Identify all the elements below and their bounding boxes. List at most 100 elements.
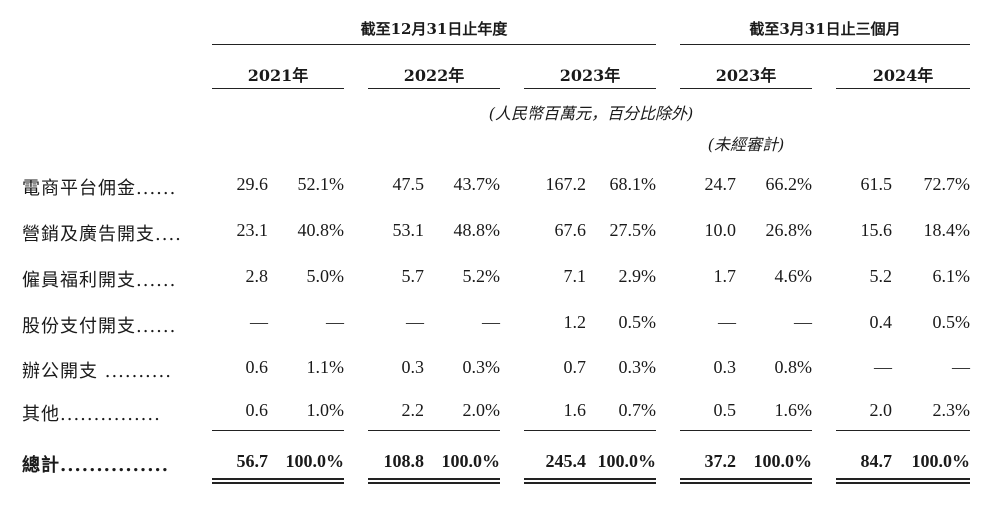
table-cell: 108.8 bbox=[383, 451, 425, 471]
subtotal-rule bbox=[524, 430, 656, 431]
table-cell: — bbox=[326, 312, 344, 332]
year-rule-2023q bbox=[680, 88, 812, 89]
table-cell: 1.1% bbox=[306, 357, 345, 377]
table-cell: 72.7% bbox=[923, 174, 971, 194]
table-cell: 2.0% bbox=[462, 400, 501, 420]
table-cell: 0.6 bbox=[245, 357, 269, 377]
table-cell: 0.8% bbox=[774, 357, 813, 377]
table-cell: 24.7 bbox=[704, 174, 737, 194]
table-cell: 15.6 bbox=[860, 220, 893, 240]
period-quarter-rule bbox=[680, 44, 970, 45]
table-cell: 0.3 bbox=[401, 357, 425, 377]
currency-note: (人民幣百萬元，百分比除外) bbox=[488, 104, 694, 123]
table-cell: 0.5 bbox=[713, 400, 737, 420]
table-cell: — bbox=[406, 312, 424, 332]
table-cell: 100.0% bbox=[597, 451, 657, 471]
table-cell: 2.2 bbox=[401, 400, 425, 420]
table-cell: 48.8% bbox=[453, 220, 501, 240]
year-header-2022: 2022年 bbox=[403, 66, 465, 85]
table-cell: 53.1 bbox=[392, 220, 425, 240]
table-cell: 26.8% bbox=[765, 220, 813, 240]
table-cell: 2.0 bbox=[869, 400, 893, 420]
table-cell: 0.3% bbox=[618, 357, 657, 377]
year-rule-2023a bbox=[524, 88, 656, 89]
table-cell: 1.0% bbox=[306, 400, 345, 420]
table-cell: 56.7 bbox=[236, 451, 269, 471]
table-cell: — bbox=[718, 312, 736, 332]
total-double-rule bbox=[524, 478, 656, 484]
table-cell: 100.0% bbox=[753, 451, 813, 471]
year-header-2021: 2021年 bbox=[247, 66, 309, 85]
table-cell: 0.6 bbox=[245, 400, 269, 420]
table-cell: 5.2% bbox=[462, 266, 501, 286]
subtotal-rule bbox=[368, 430, 500, 431]
table-cell: — bbox=[794, 312, 812, 332]
table-cell: 6.1% bbox=[932, 266, 971, 286]
table-cell: 47.5 bbox=[392, 174, 425, 194]
table-cell: 5.0% bbox=[306, 266, 345, 286]
row-label: 僱員福利開支...... bbox=[22, 270, 177, 291]
table-cell: 0.5% bbox=[618, 312, 657, 332]
table-cell: 1.2 bbox=[563, 312, 587, 332]
table-cell: 100.0% bbox=[441, 451, 501, 471]
total-double-rule bbox=[680, 478, 812, 484]
table-cell: 0.3% bbox=[462, 357, 501, 377]
table-cell: 1.7 bbox=[713, 266, 737, 286]
period-annual-rule bbox=[212, 44, 656, 45]
unaudited-note: (未經審計) bbox=[707, 135, 785, 154]
subtotal-rule bbox=[212, 430, 344, 431]
table-cell: — bbox=[874, 357, 892, 377]
table-cell: 23.1 bbox=[236, 220, 269, 240]
table-cell: 1.6 bbox=[563, 400, 587, 420]
table-cell: 40.8% bbox=[297, 220, 345, 240]
table-cell: 27.5% bbox=[609, 220, 657, 240]
table-cell: 100.0% bbox=[285, 451, 345, 471]
table-cell: 2.9% bbox=[618, 266, 657, 286]
period-annual-header: 截至12月31日止年度 bbox=[360, 20, 508, 38]
table-cell: — bbox=[952, 357, 970, 377]
table-cell: 100.0% bbox=[911, 451, 971, 471]
year-rule-2021 bbox=[212, 88, 344, 89]
year-header-2024-quarter: 2024年 bbox=[872, 66, 934, 85]
table-cell: 7.1 bbox=[563, 266, 587, 286]
table-cell: 68.1% bbox=[609, 174, 657, 194]
table-cell: 52.1% bbox=[297, 174, 345, 194]
table-cell: 1.6% bbox=[774, 400, 813, 420]
table-cell: 43.7% bbox=[453, 174, 501, 194]
table-cell: 0.7% bbox=[618, 400, 657, 420]
table-cell: 2.3% bbox=[932, 400, 971, 420]
row-label: 其他............... bbox=[22, 404, 161, 425]
table-cell: 66.2% bbox=[765, 174, 813, 194]
year-header-2023-annual: 2023年 bbox=[559, 66, 621, 85]
table-cell: — bbox=[250, 312, 268, 332]
table-cell: 67.6 bbox=[554, 220, 587, 240]
table-cell: — bbox=[482, 312, 500, 332]
table-cell: 2.8 bbox=[245, 266, 269, 286]
year-header-2023-quarter: 2023年 bbox=[715, 66, 777, 85]
subtotal-rule bbox=[680, 430, 812, 431]
table-cell: 61.5 bbox=[860, 174, 893, 194]
table-cell: 245.4 bbox=[545, 451, 587, 471]
year-rule-2024q bbox=[836, 88, 970, 89]
row-label: 股份支付開支...... bbox=[22, 316, 177, 337]
subtotal-rule bbox=[836, 430, 970, 431]
table-cell: 0.4 bbox=[869, 312, 893, 332]
row-label: 電商平台佣金...... bbox=[22, 178, 177, 199]
total-double-rule bbox=[836, 478, 970, 484]
table-cell: 0.3 bbox=[713, 357, 737, 377]
row-label: 辦公開支 .......... bbox=[22, 361, 172, 382]
table-cell: 10.0 bbox=[704, 220, 737, 240]
row-label: 營銷及廣告開支.... bbox=[22, 224, 182, 245]
year-rule-2022 bbox=[368, 88, 500, 89]
table-cell: 167.2 bbox=[545, 174, 587, 194]
period-quarter-header: 截至3月31日止三個月 bbox=[749, 20, 901, 38]
table-cell: 29.6 bbox=[236, 174, 269, 194]
table-cell: 0.7 bbox=[563, 357, 587, 377]
table-cell: 18.4% bbox=[923, 220, 971, 240]
table-cell: 5.7 bbox=[401, 266, 425, 286]
table-cell: 0.5% bbox=[932, 312, 971, 332]
total-double-rule bbox=[368, 478, 500, 484]
table-cell: 4.6% bbox=[774, 266, 813, 286]
table-cell: 5.2 bbox=[869, 266, 893, 286]
total-double-rule bbox=[212, 478, 344, 484]
